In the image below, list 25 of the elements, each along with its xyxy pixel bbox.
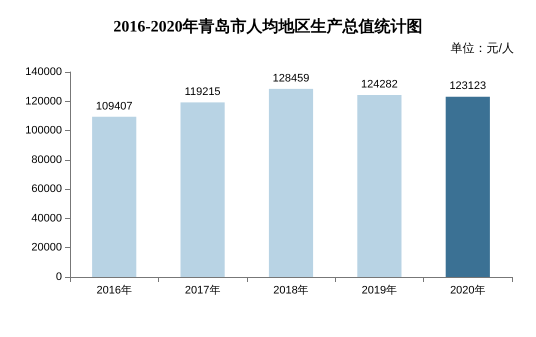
y-tick-label: 80000 <box>31 154 62 166</box>
text: 单位：元/人 <box>450 41 514 55</box>
x-tick-label: 2020年 <box>450 284 486 296</box>
data-label: 123123 <box>449 80 486 92</box>
y-tick-label: 140000 <box>25 66 62 78</box>
bar <box>446 96 490 277</box>
bar <box>357 95 402 277</box>
y-tick-label: 0 <box>56 271 62 283</box>
bar <box>268 88 314 277</box>
bar <box>180 102 225 277</box>
data-label: 119215 <box>184 86 221 98</box>
chart-title: 2016-2020年青岛市人均地区生产总值统计图 <box>113 18 423 36</box>
bar <box>92 116 136 277</box>
y-tick-label: 60000 <box>31 183 62 196</box>
data-label: 124282 <box>361 78 398 91</box>
x-tick-label: 2016年 <box>96 284 132 296</box>
x-tick-label: 2017年 <box>184 284 220 296</box>
data-label: 109407 <box>96 100 133 112</box>
y-tick-label: 120000 <box>25 95 62 108</box>
data-label: 128459 <box>272 72 310 84</box>
x-tick-label: 2019年 <box>362 284 398 296</box>
y-tick-label: 100000 <box>25 124 62 137</box>
y-tick-label: 40000 <box>31 212 62 224</box>
x-tick-label: 2018年 <box>273 284 309 296</box>
y-tick-label: 20000 <box>31 242 62 254</box>
